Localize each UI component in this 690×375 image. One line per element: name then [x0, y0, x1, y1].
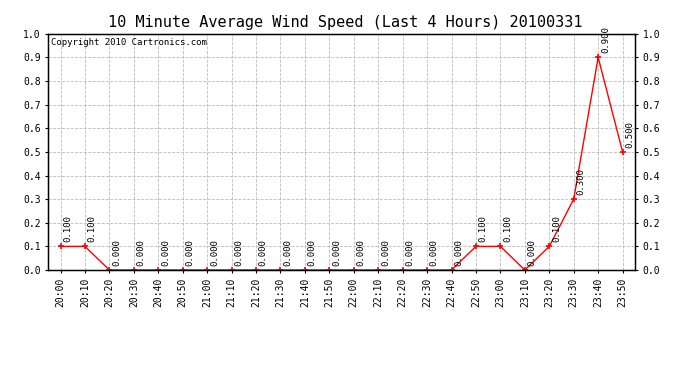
Text: 0.100: 0.100 — [63, 215, 72, 242]
Text: 0.000: 0.000 — [210, 239, 219, 266]
Text: 0.000: 0.000 — [454, 239, 463, 266]
Text: 0.100: 0.100 — [552, 215, 561, 242]
Text: 0.000: 0.000 — [161, 239, 170, 266]
Text: 0.300: 0.300 — [576, 168, 586, 195]
Text: 0.000: 0.000 — [357, 239, 366, 266]
Text: 0.000: 0.000 — [308, 239, 317, 266]
Text: 0.000: 0.000 — [137, 239, 146, 266]
Text: 0.100: 0.100 — [479, 215, 488, 242]
Text: 0.000: 0.000 — [381, 239, 390, 266]
Text: 0.000: 0.000 — [112, 239, 121, 266]
Text: 0.000: 0.000 — [259, 239, 268, 266]
Text: 0.000: 0.000 — [235, 239, 244, 266]
Text: 0.000: 0.000 — [430, 239, 439, 266]
Text: 0.100: 0.100 — [88, 215, 97, 242]
Text: 0.100: 0.100 — [503, 215, 512, 242]
Text: Copyright 2010 Cartronics.com: Copyright 2010 Cartronics.com — [51, 39, 207, 48]
Text: 0.000: 0.000 — [283, 239, 293, 266]
Text: 0.500: 0.500 — [625, 121, 634, 148]
Text: 0.000: 0.000 — [332, 239, 341, 266]
Text: 0.000: 0.000 — [528, 239, 537, 266]
Text: 0.900: 0.900 — [601, 26, 610, 53]
Text: 0.000: 0.000 — [406, 239, 415, 266]
Text: 0.000: 0.000 — [186, 239, 195, 266]
Text: 10 Minute Average Wind Speed (Last 4 Hours) 20100331: 10 Minute Average Wind Speed (Last 4 Hou… — [108, 15, 582, 30]
